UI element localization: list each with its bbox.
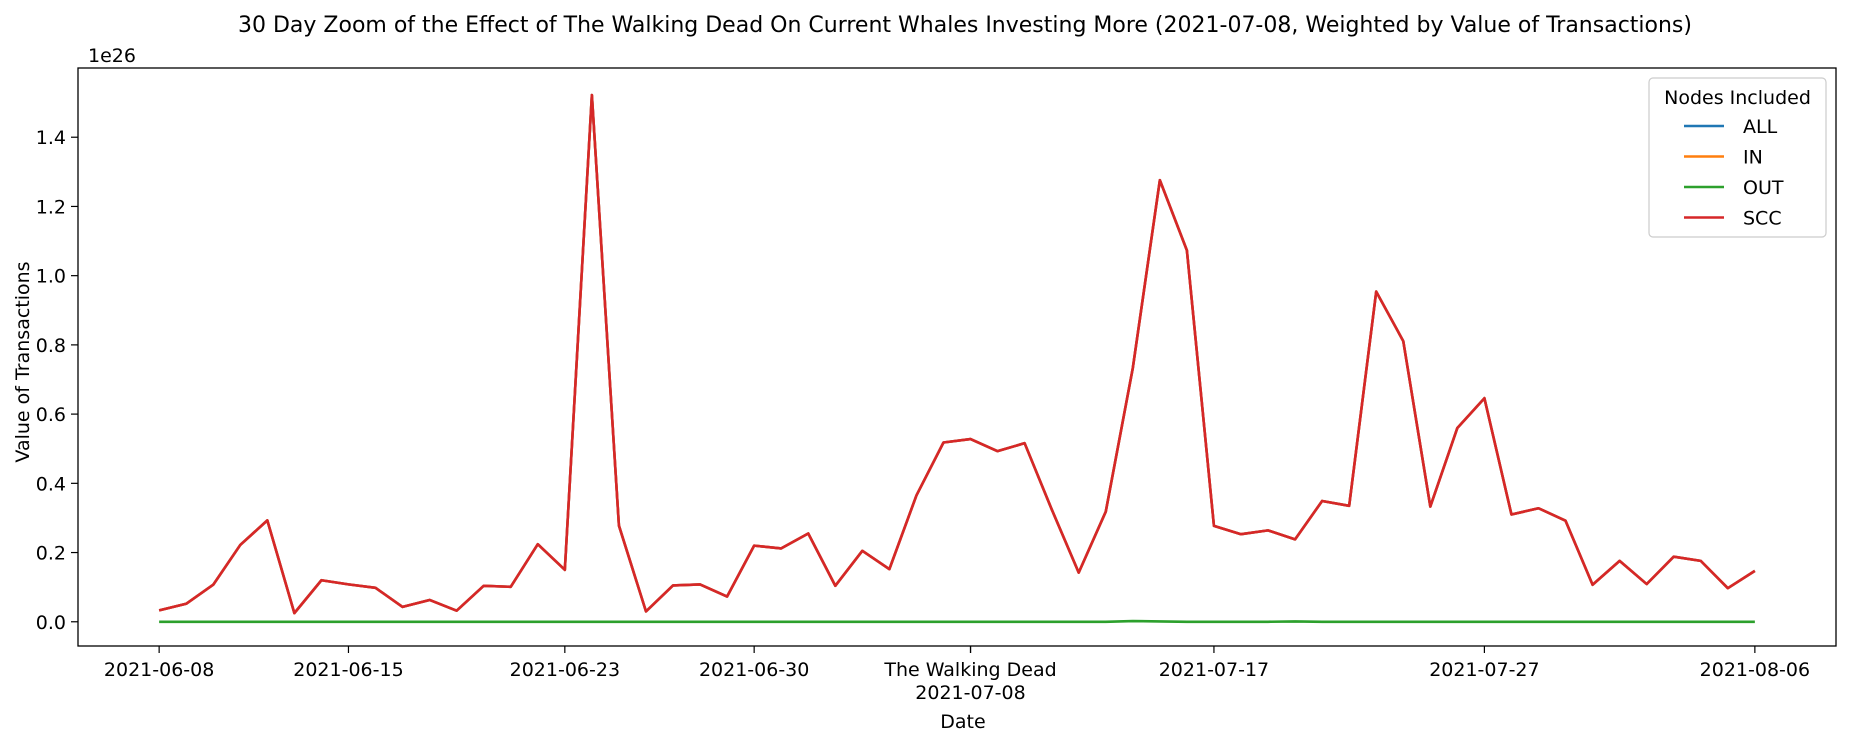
y-tick-label: 0.2	[36, 543, 66, 565]
series-line-out	[159, 619, 1755, 624]
x-tick-label: 2021-06-30	[699, 659, 809, 681]
x-axis-label: Date	[940, 711, 985, 733]
x-tick-label: 2021-06-23	[510, 659, 620, 681]
x-tick-label: 2021-06-15	[293, 659, 403, 681]
legend: Nodes Included ALL IN OUT SCC	[1648, 77, 1827, 238]
legend-box	[1648, 77, 1827, 238]
y-tick-label: 0.0	[36, 612, 66, 634]
y-tick-label: 1.2	[36, 196, 66, 218]
legend-label-scc: SCC	[1743, 208, 1782, 230]
y-axis: 0.0 0.2 0.4 0.6 0.8 1.0 1.2 1.4	[36, 127, 78, 634]
series-line-all	[158, 93, 1756, 615]
plot-series	[158, 93, 1756, 624]
legend-title: Nodes Included	[1664, 87, 1811, 109]
event-marker-label: The Walking Dead	[883, 659, 1056, 681]
plot-frame	[77, 67, 1837, 647]
series-line-in	[158, 93, 1756, 615]
y-tick-label: 0.8	[36, 335, 66, 357]
y-tick-label: 0.4	[36, 473, 66, 495]
legend-label-all: ALL	[1743, 116, 1778, 138]
y-tick-label: 0.6	[36, 404, 66, 426]
y-tick-label: 1.4	[36, 127, 66, 149]
x-tick-label: 2021-06-08	[104, 659, 214, 681]
x-tick-label: 2021-08-06	[1700, 659, 1810, 681]
y-tick-label: 1.0	[36, 266, 66, 288]
series-line-scc	[158, 93, 1756, 615]
x-tick-label: 2021-07-08	[915, 682, 1025, 704]
event-marker: The Walking Dead	[883, 646, 1057, 681]
y-offset-label: 1e26	[88, 45, 136, 67]
legend-label-in: IN	[1743, 147, 1763, 169]
chart-title: 30 Day Zoom of the Effect of The Walking…	[238, 13, 1692, 38]
y-axis-label: Value of Transactions	[12, 261, 34, 462]
legend-label-out: OUT	[1743, 177, 1784, 199]
x-tick-label: 2021-07-17	[1159, 659, 1269, 681]
x-axis: 2021-06-08 2021-06-15 2021-06-23 2021-06-30…	[104, 646, 1810, 704]
x-tick-label: 2021-07-27	[1429, 659, 1539, 681]
